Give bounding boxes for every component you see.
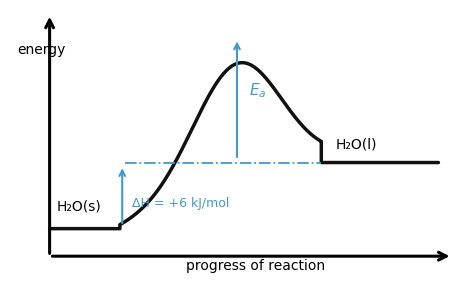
Text: ΔH = +6 kJ/mol: ΔH = +6 kJ/mol [132, 197, 229, 210]
Text: energy: energy [17, 43, 65, 56]
Text: H₂O(l): H₂O(l) [336, 137, 377, 151]
Text: progress of reaction: progress of reaction [186, 259, 325, 273]
Text: H₂O(s): H₂O(s) [57, 200, 101, 214]
Text: $E_a$: $E_a$ [249, 81, 266, 100]
